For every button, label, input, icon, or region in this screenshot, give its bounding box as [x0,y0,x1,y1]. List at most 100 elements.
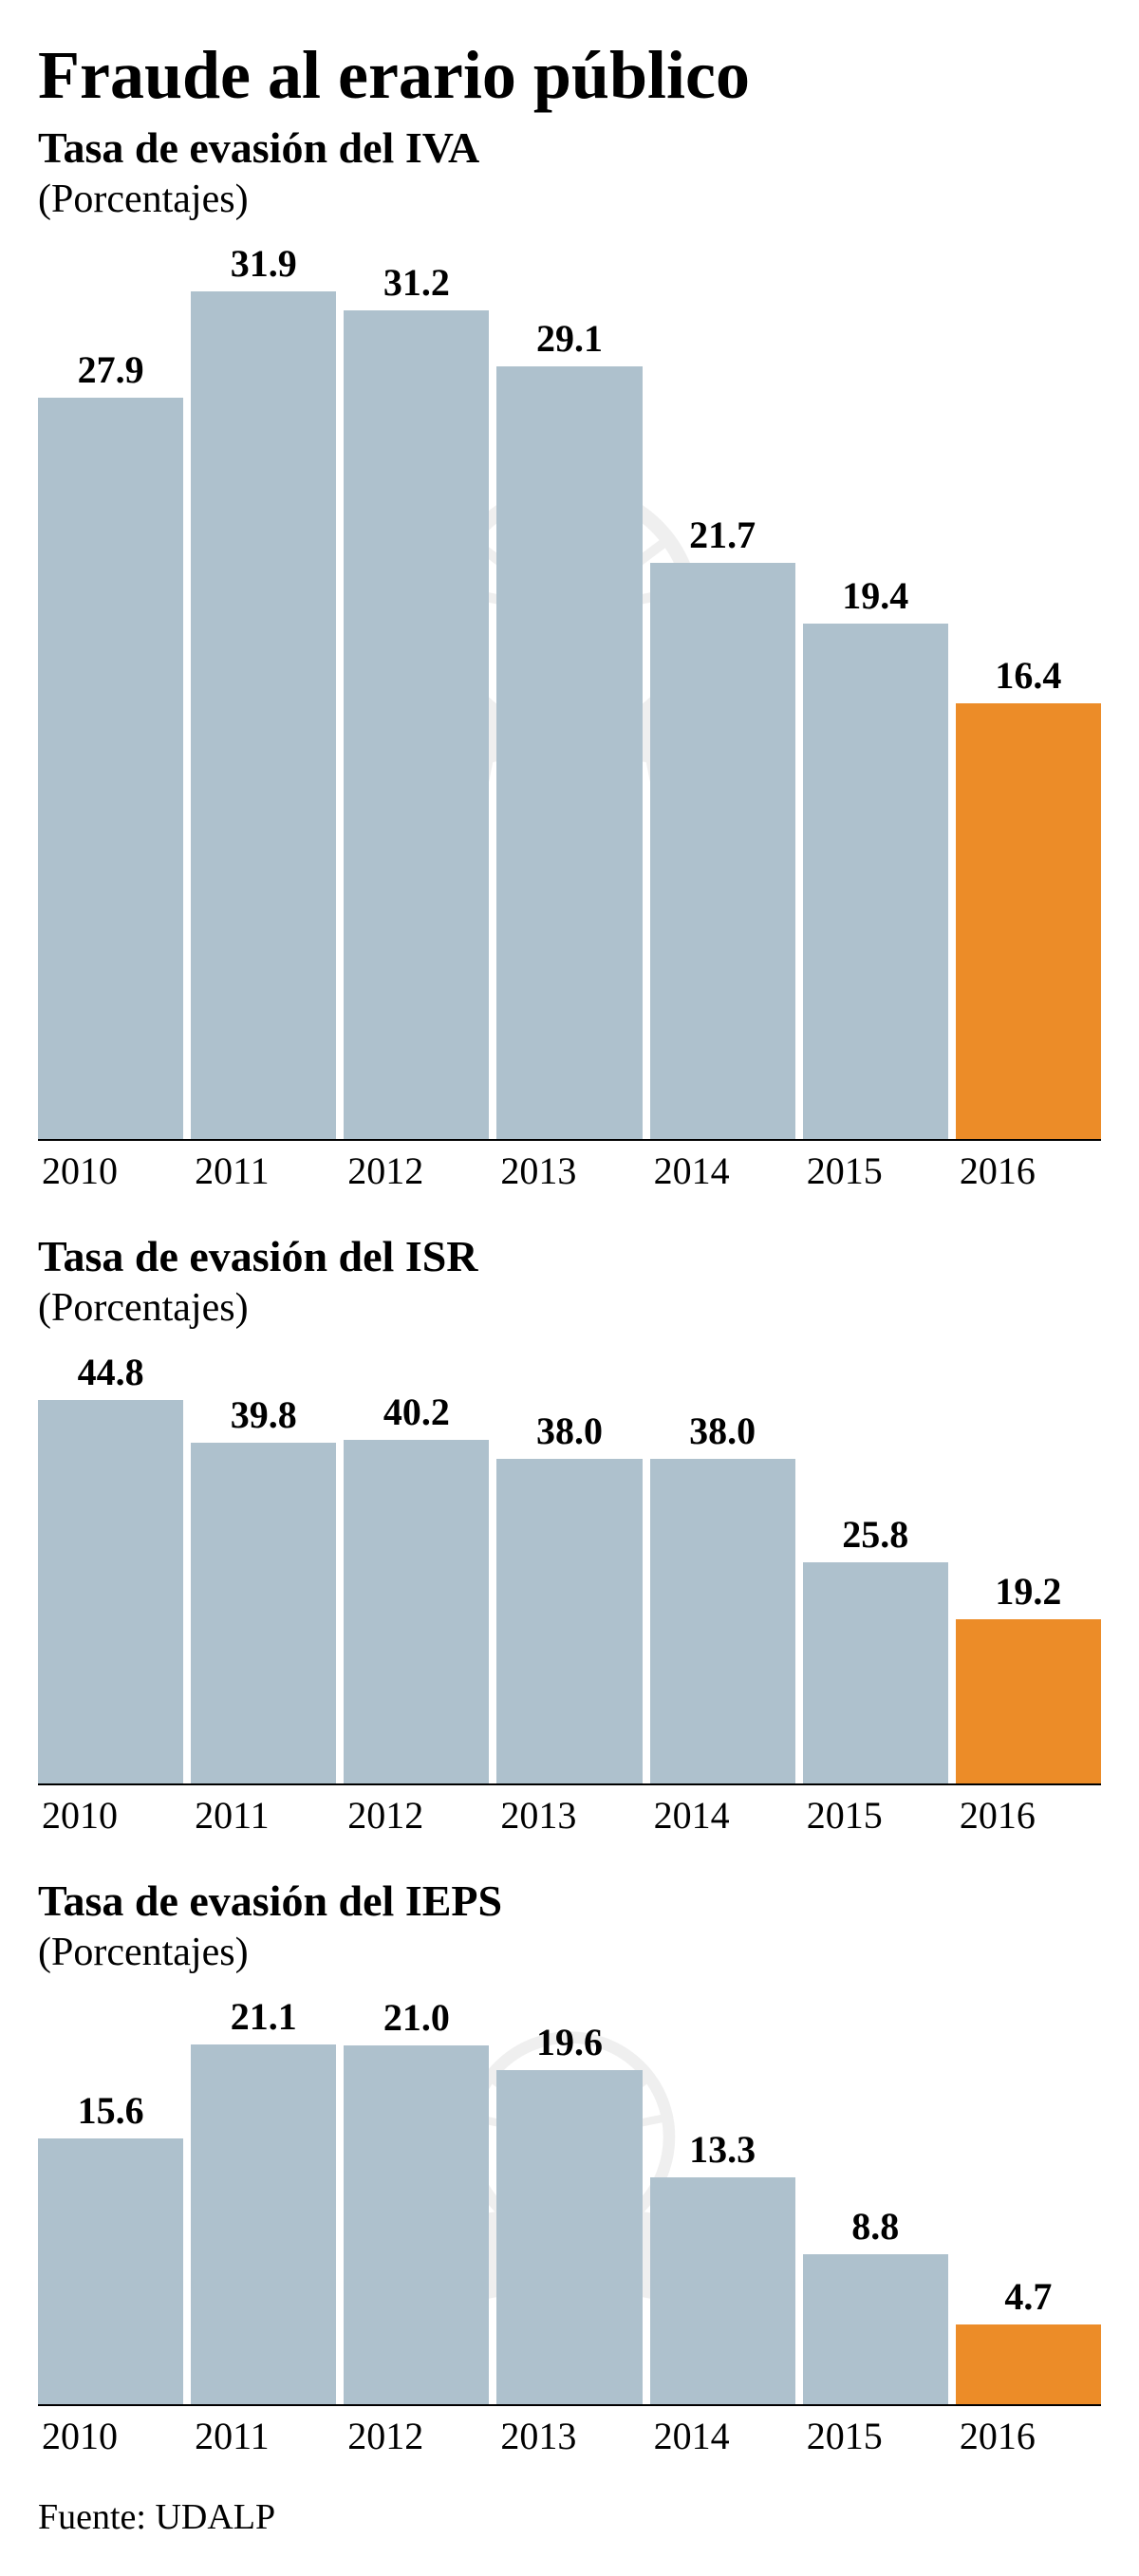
chart-title: Tasa de evasión del ISR [38,1231,1101,1281]
bar [191,2044,336,2405]
bar [956,2324,1101,2405]
bar-value-label: 21.0 [383,1995,450,2040]
axis-label: 2015 [803,1148,948,1193]
bar-wrap: 38.0 [650,1409,795,1783]
bar [956,1619,1101,1783]
bar-value-label: 19.4 [842,573,908,618]
bar-wrap: 16.4 [956,653,1101,1139]
bar [803,1562,948,1783]
bar [38,1400,183,1783]
bar-value-label: 38.0 [689,1409,756,1453]
axis-label: 2012 [344,1148,489,1193]
bar-wrap: 4.7 [956,2274,1101,2405]
bar [344,1440,489,1783]
bar [38,2138,183,2405]
axis-label: 2014 [650,1148,795,1193]
bar-value-label: 40.2 [383,1390,450,1434]
axis-label: 2013 [496,2414,642,2458]
bars-container: 44.8 39.8 40.2 38.0 38.0 25.8 19.2 [38,1350,1101,1784]
bar-value-label: 29.1 [536,316,603,361]
bar-wrap: 44.8 [38,1350,183,1783]
bar-value-label: 31.9 [231,241,297,286]
bars-container: 15.6 21.1 21.0 19.6 13.3 8.8 4.7 [38,1994,1101,2407]
bar-value-label: 19.2 [995,1569,1061,1614]
axis-label: 2013 [496,1793,642,1838]
bar-wrap: 21.0 [344,1995,489,2404]
bar [38,398,183,1139]
axis-label: 2015 [803,1793,948,1838]
bar-value-label: 15.6 [78,2088,144,2133]
main-title: Fraude al erario público [38,38,1101,113]
bar [803,2254,948,2404]
bars-container: 27.9 31.9 31.2 29.1 21.7 19.4 16.4 [38,241,1101,1141]
chart-isr: Tasa de evasión del ISR(Porcentajes) 44.8… [38,1231,1101,1837]
bar-wrap: 25.8 [803,1512,948,1783]
charts-container: Tasa de evasión del IVA(Porcentajes) 27.… [38,122,1101,2458]
source-text: Fuente: UDALP [38,2496,1101,2538]
chart-title: Tasa de evasión del IVA [38,122,1101,173]
bar-wrap: 21.7 [650,513,795,1140]
bar-value-label: 27.9 [78,347,144,392]
axis-label: 2013 [496,1148,642,1193]
bar [496,1459,642,1783]
bar-wrap: 19.6 [496,2020,642,2405]
bar-value-label: 38.0 [536,1409,603,1453]
axis-label: 2010 [38,2414,183,2458]
bar [956,703,1101,1139]
bar-wrap: 19.4 [803,573,948,1139]
axis-label: 2010 [38,1793,183,1838]
bar [496,2070,642,2405]
axis-label: 2014 [650,2414,795,2458]
axis-label: 2012 [344,2414,489,2458]
bar-wrap: 8.8 [803,2204,948,2404]
bar-wrap: 21.1 [191,1994,336,2405]
bar-wrap: 31.2 [344,260,489,1140]
bar-wrap: 19.2 [956,1569,1101,1783]
axis-label: 2014 [650,1793,795,1838]
bar-wrap: 27.9 [38,347,183,1139]
bar-value-label: 19.6 [536,2020,603,2064]
bar-wrap: 15.6 [38,2088,183,2405]
bar [344,310,489,1140]
axis-label: 2015 [803,2414,948,2458]
bar-value-label: 21.1 [231,1994,297,2039]
bar [803,624,948,1139]
bar-wrap: 39.8 [191,1392,336,1783]
chart-subtitle: (Porcentajes) [38,1285,1101,1331]
bar [496,366,642,1140]
bar-wrap: 40.2 [344,1390,489,1783]
axis-label: 2016 [956,1148,1101,1193]
bar-value-label: 8.8 [851,2204,899,2249]
bar-wrap: 29.1 [496,316,642,1140]
axis-label: 2012 [344,1793,489,1838]
bar [191,1443,336,1783]
chart-ieps: Tasa de evasión del IEPS(Porcentajes) 15… [38,1876,1101,2459]
bar [650,1459,795,1783]
axis-label: 2010 [38,1148,183,1193]
axis-label: 2011 [191,2414,336,2458]
bar-value-label: 39.8 [231,1392,297,1437]
axis-label: 2016 [956,1793,1101,1838]
bar-value-label: 25.8 [842,1512,908,1557]
bar-value-label: 13.3 [689,2127,756,2172]
axis-label: 2016 [956,2414,1101,2458]
bar [650,563,795,1140]
bar-value-label: 21.7 [689,513,756,557]
bar-wrap: 38.0 [496,1409,642,1783]
axis-labels: 2010201120122013201420152016 [38,1148,1101,1193]
bar-value-label: 4.7 [1004,2274,1052,2319]
axis-labels: 2010201120122013201420152016 [38,2414,1101,2458]
bar [191,291,336,1139]
bar-wrap: 31.9 [191,241,336,1139]
axis-label: 2011 [191,1148,336,1193]
chart-title: Tasa de evasión del IEPS [38,1876,1101,1926]
bar [650,2177,795,2404]
bar-wrap: 13.3 [650,2127,795,2404]
chart-subtitle: (Porcentajes) [38,177,1101,222]
axis-label: 2011 [191,1793,336,1838]
chart-subtitle: (Porcentajes) [38,1930,1101,1975]
chart-iva: Tasa de evasión del IVA(Porcentajes) 27.… [38,122,1101,1193]
bar-value-label: 31.2 [383,260,450,305]
bar-value-label: 44.8 [78,1350,144,1394]
bar [344,2045,489,2404]
